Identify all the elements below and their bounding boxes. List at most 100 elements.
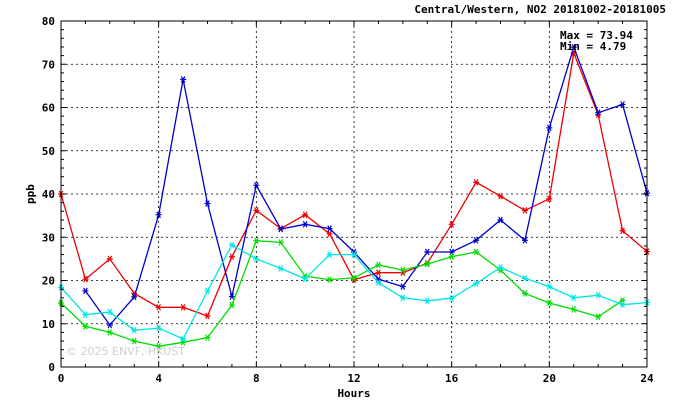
data-point <box>326 225 333 232</box>
data-point <box>228 241 235 249</box>
data-point <box>277 225 284 233</box>
data-point <box>180 76 187 83</box>
data-point <box>570 43 577 51</box>
chart-title: Central/Western, NO2 20181002-20181005 <box>414 3 666 16</box>
series-line <box>60 240 623 347</box>
data-point <box>82 323 89 330</box>
y-tick-label: 70 <box>42 58 55 71</box>
data-point <box>424 260 431 268</box>
data-point <box>204 200 211 207</box>
data-point <box>253 182 260 189</box>
watermark: © 2025 ENVF, HKUST <box>66 345 185 358</box>
data-point <box>619 301 626 309</box>
data-point <box>546 299 553 307</box>
data-point <box>424 248 431 256</box>
data-point <box>302 275 309 283</box>
y-axis-label: ppb <box>24 184 37 204</box>
min-value-label: Min = 4.79 <box>560 40 626 53</box>
x-tick-label: 24 <box>640 372 654 385</box>
y-tick-label: 80 <box>42 15 55 28</box>
x-tick-label: 8 <box>253 372 260 385</box>
data-point <box>277 239 284 246</box>
series-1 <box>58 49 650 320</box>
y-tick-label: 60 <box>42 102 55 115</box>
data-point <box>399 266 406 274</box>
x-tick-label: 0 <box>58 372 65 385</box>
data-point <box>228 253 235 261</box>
series-layer <box>58 43 650 350</box>
series-line <box>84 45 648 327</box>
data-point <box>595 109 602 116</box>
data-point <box>106 321 113 329</box>
data-point <box>546 195 553 203</box>
data-point <box>253 207 260 214</box>
data-point <box>351 251 357 258</box>
data-point <box>155 324 162 332</box>
y-tick-label: 50 <box>42 145 55 158</box>
data-point <box>228 293 235 300</box>
y-tick-label: 30 <box>42 231 55 244</box>
data-point <box>375 261 382 269</box>
data-point <box>131 326 138 334</box>
data-point <box>326 276 333 283</box>
y-tick-label: 0 <box>48 361 55 374</box>
data-point <box>595 313 602 321</box>
data-point <box>546 124 553 132</box>
data-point <box>155 304 162 311</box>
data-point <box>351 274 357 282</box>
axis-ticks: 0 4 8 12 16 20 24 0 10 20 30 40 50 60 70 80 <box>42 15 654 385</box>
data-point <box>106 329 113 336</box>
data-point <box>82 311 89 318</box>
data-point <box>180 304 187 311</box>
data-point <box>497 192 504 200</box>
x-tick-label: 20 <box>543 372 556 385</box>
data-point <box>619 227 626 235</box>
data-point <box>473 236 480 244</box>
data-point <box>399 294 406 302</box>
series-4 <box>58 241 650 343</box>
data-point <box>424 297 431 305</box>
data-point <box>448 220 455 228</box>
data-point <box>375 279 382 286</box>
data-point <box>619 101 626 108</box>
data-point <box>497 264 504 271</box>
data-point <box>326 251 333 258</box>
data-point <box>473 248 480 256</box>
data-point <box>521 236 528 244</box>
data-point <box>546 283 553 290</box>
y-tick-label: 40 <box>42 188 55 201</box>
data-point <box>253 237 260 245</box>
series-2 <box>82 43 650 329</box>
x-tick-label: 16 <box>445 372 459 385</box>
data-point <box>204 287 211 295</box>
data-point <box>228 301 235 309</box>
data-point <box>155 211 162 219</box>
data-point <box>106 308 113 316</box>
series-3 <box>58 237 626 350</box>
data-point <box>473 280 480 287</box>
max-value-label: Max = 73.94 <box>560 29 633 42</box>
data-point <box>326 230 333 238</box>
data-point <box>82 287 89 295</box>
data-point <box>302 211 309 219</box>
data-point <box>448 253 455 261</box>
data-point <box>521 275 528 282</box>
data-point <box>131 293 138 301</box>
data-point <box>82 275 89 283</box>
data-point <box>521 290 528 297</box>
data-point <box>180 335 187 343</box>
x-tick-label: 4 <box>155 372 162 385</box>
plot-area <box>61 21 647 367</box>
data-point <box>375 269 382 277</box>
y-tick-label: 20 <box>42 275 55 288</box>
data-point <box>448 294 455 302</box>
data-point <box>302 220 309 228</box>
data-point <box>131 337 138 345</box>
data-point <box>155 342 162 350</box>
data-point <box>570 294 577 302</box>
data-point <box>595 291 602 299</box>
x-axis-label: Hours <box>337 387 370 400</box>
data-point <box>399 283 406 290</box>
x-tick-label: 12 <box>347 372 360 385</box>
